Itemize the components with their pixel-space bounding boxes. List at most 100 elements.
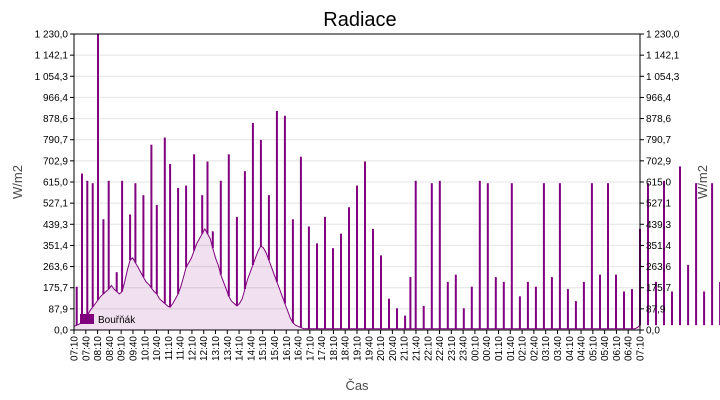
spike-bar [81, 173, 83, 323]
y-tick-label-right: 175,7 [646, 283, 671, 294]
x-tick-label: 17:40 [317, 336, 328, 361]
spike-bar [590, 183, 593, 329]
x-tick-label: 15:40 [270, 336, 281, 361]
spike-bar [177, 188, 180, 294]
x-tick-label: 08:40 [105, 336, 116, 361]
spike-bar [121, 180, 124, 292]
spike-bar [227, 154, 230, 297]
x-tick-label: 22:40 [435, 336, 446, 361]
spike-bar [623, 291, 625, 329]
y-tick-label: 1 054,3 [35, 72, 69, 83]
spike-bar [251, 123, 254, 265]
spike-bar [647, 183, 649, 326]
spike-bar [599, 274, 601, 329]
spike-bar [91, 183, 94, 308]
y-tick-label: 351,4 [43, 241, 68, 252]
spike-bar [558, 183, 561, 329]
spike-bar [97, 34, 99, 300]
spike-bar [364, 161, 366, 329]
x-tick-label: 22:10 [423, 336, 434, 361]
spike-bar [679, 166, 681, 326]
spike-bar [107, 180, 110, 290]
y-tick-label-right: 790,7 [646, 135, 671, 146]
y-tick-label-right: 0,0 [646, 326, 660, 337]
y-tick-label: 439,3 [43, 220, 68, 231]
x-tick-label: 12:10 [187, 336, 198, 361]
x-tick-label: 02:40 [529, 336, 540, 361]
spike-bar [462, 308, 465, 329]
y-axis-label-right: W/m2 [695, 165, 710, 199]
spike-bar [267, 195, 270, 261]
spike-bar [348, 207, 350, 329]
y-tick-label-right: 702,9 [646, 156, 671, 167]
y-tick-label-right: 1 230,0 [646, 30, 680, 41]
spike-bar [201, 195, 204, 234]
x-tick-label: 10:40 [152, 336, 163, 361]
spike-bar [372, 228, 374, 329]
y-tick-label: 1 230,0 [35, 30, 69, 41]
x-tick-label: 20:40 [388, 336, 399, 361]
y-tick-label: 615,0 [43, 178, 68, 189]
spike-bar [550, 277, 553, 329]
spike-bar [275, 111, 278, 282]
spike-bar [663, 180, 665, 326]
spike-bar [388, 298, 390, 329]
x-tick-label: 20:10 [376, 336, 387, 361]
y-tick-label-right: 263,6 [646, 262, 671, 273]
chart-title: Radiace [323, 9, 396, 31]
x-tick-label: 11:40 [176, 336, 187, 361]
y-tick-label-right: 966,4 [646, 93, 671, 104]
x-tick-label: 16:40 [294, 336, 305, 361]
y-tick-label: 702,9 [43, 156, 68, 167]
spike-bar [510, 183, 513, 329]
spike-bar [478, 180, 481, 329]
spike-bar [356, 185, 358, 329]
spike-bar [396, 308, 398, 329]
legend-label: Bouřňák [98, 315, 136, 326]
spike-bar [494, 277, 497, 329]
spike-bar [486, 183, 489, 329]
x-tick-label: 07:10 [636, 336, 647, 361]
spike-bar [703, 291, 706, 326]
spike-bar [711, 183, 714, 326]
spike-bar [566, 289, 569, 329]
x-tick-label: 14:40 [246, 336, 257, 361]
y-tick-label: 1 142,1 [35, 51, 69, 62]
x-tick-label: 12:40 [199, 336, 210, 361]
y-tick-label: 790,7 [43, 135, 68, 146]
x-tick-label: 06:10 [612, 336, 623, 361]
spike-bar [211, 231, 214, 249]
spike-bar [671, 291, 673, 326]
spike-bar [86, 180, 89, 316]
x-tick-label: 14:10 [235, 336, 246, 361]
x-tick-label: 03:10 [541, 336, 552, 361]
spike-bar [340, 233, 342, 329]
series-layer [73, 34, 720, 330]
spike-bar [422, 305, 425, 329]
x-tick-label: 21:40 [411, 336, 422, 361]
spike-bar [631, 289, 633, 329]
spike-bar [380, 255, 382, 329]
spike-bar [687, 265, 690, 326]
x-tick-label: 15:10 [258, 336, 269, 361]
x-tick-label: 00:10 [470, 336, 481, 361]
y-axis-right: 0,0 87,9 175,7 263,6 351,4 439,3 527,1 615,0 702… [640, 30, 680, 337]
spike-bar [526, 281, 529, 329]
spike-bar [307, 226, 310, 329]
x-tick-label: 09:40 [128, 336, 139, 361]
x-tick-label: 03:40 [553, 336, 564, 361]
spike-bar [155, 204, 158, 294]
spike-bar [142, 195, 145, 277]
y-tick-label: 263,6 [43, 262, 68, 273]
spike-bar [332, 248, 334, 329]
spike-bar [291, 219, 294, 323]
y-tick-label: 0,0 [54, 326, 68, 337]
spike-bar [454, 274, 457, 329]
y-tick-label-right: 878,6 [646, 114, 671, 125]
x-axis: 07:10 07:40 08:10 08:40 09:10 09:40 10:10 10:40… [70, 330, 647, 361]
y-tick-label: 966,4 [43, 93, 68, 104]
spike-bar [75, 286, 78, 326]
legend: Bouřňák [80, 314, 136, 326]
